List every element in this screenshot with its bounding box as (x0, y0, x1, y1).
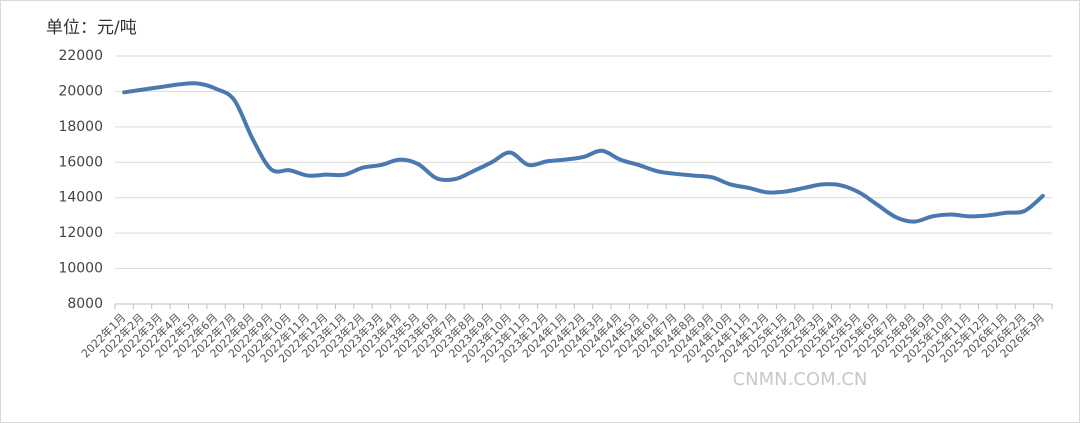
y-tick-label: 22000 (58, 48, 103, 64)
y-tick-label: 10000 (58, 261, 103, 277)
chart-title: 单位：元/吨 (46, 18, 137, 38)
watermark: CNMN.COM.CN (733, 369, 868, 390)
y-tick-label: 20000 (58, 83, 103, 99)
y-tick-label: 14000 (58, 190, 103, 206)
y-tick-label: 18000 (58, 119, 103, 135)
y-tick-label: 8000 (67, 296, 103, 312)
y-tick-label: 12000 (58, 225, 103, 241)
line-series (122, 81, 1045, 224)
y-tick-label: 16000 (58, 154, 103, 170)
